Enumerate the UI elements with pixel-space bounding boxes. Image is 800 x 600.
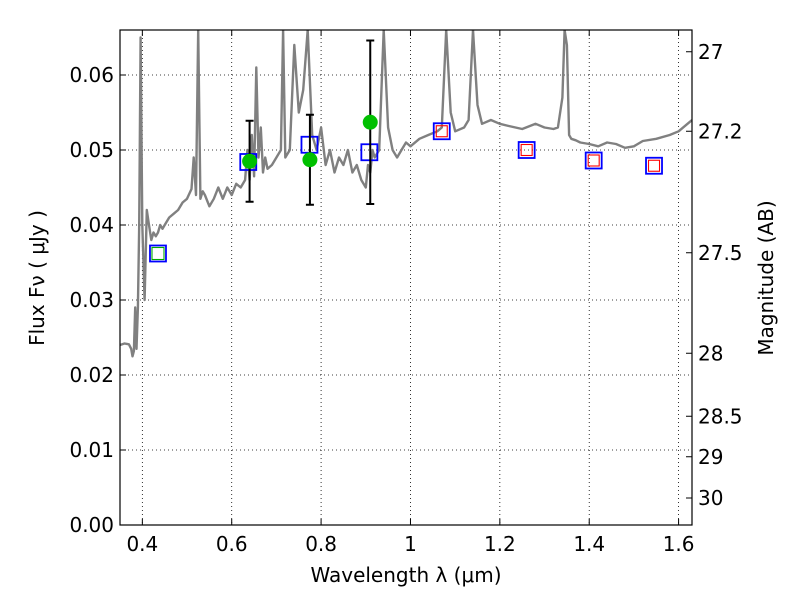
x-tick-label: 0.4 bbox=[126, 532, 158, 556]
measured-point bbox=[362, 114, 378, 130]
y-tick-label: 0.06 bbox=[69, 63, 114, 87]
squares-blue-marker bbox=[432, 122, 451, 141]
right-tick-label: 27 bbox=[698, 40, 723, 64]
y-tick-label: 0.05 bbox=[69, 138, 114, 162]
y-tick-label: 0.04 bbox=[69, 213, 114, 237]
x-tick-label: 1.4 bbox=[573, 532, 605, 556]
axis-ticks: 0.4 0.6 0.8 1 1.2 1.4 1.6 0.00 0.01 0.02 0.03 0.04 0… bbox=[69, 30, 743, 556]
y-tick-label: 0.02 bbox=[69, 363, 114, 387]
squares-red-marker bbox=[647, 159, 661, 172]
x-tick-label: 1 bbox=[404, 532, 417, 556]
y-tick-label: 0.01 bbox=[69, 438, 114, 462]
plot-background bbox=[120, 30, 692, 525]
x-axis-label: Wavelength λ (μm) bbox=[310, 563, 501, 587]
measured-point bbox=[242, 153, 258, 169]
right-tick-label: 30 bbox=[698, 486, 723, 510]
measured-point bbox=[302, 152, 318, 168]
squares-blue-marker bbox=[149, 244, 167, 263]
squares-red-marker bbox=[520, 143, 533, 157]
squares-green-marker bbox=[151, 246, 165, 261]
right-tick-label: 28 bbox=[698, 341, 723, 365]
squares-red-marker bbox=[587, 154, 600, 167]
squares-red-marker bbox=[435, 125, 448, 138]
y-tick-label: 0.03 bbox=[69, 288, 114, 312]
model-spectrum bbox=[120, 30, 692, 358]
right-tick-label: 27.2 bbox=[698, 119, 743, 143]
squares-blue-marker bbox=[645, 156, 663, 175]
y-tick-label: 0.00 bbox=[69, 513, 114, 537]
right-tick-label: 29 bbox=[698, 445, 723, 469]
y-axis-right-label: Magnitude (AB) bbox=[754, 200, 778, 355]
photometry-points bbox=[149, 39, 663, 263]
x-tick-label: 1.6 bbox=[663, 532, 695, 556]
x-tick-label: 1.2 bbox=[484, 532, 516, 556]
y-axis-label: Flux Fν ( μJy ) bbox=[25, 210, 49, 346]
squares-blue-marker bbox=[584, 151, 603, 170]
x-tick-label: 0.8 bbox=[305, 532, 337, 556]
plot-frame bbox=[119, 29, 693, 526]
right-tick-label: 27.5 bbox=[698, 241, 743, 265]
squares-blue-marker bbox=[517, 141, 536, 159]
spectrum-line bbox=[120, 30, 692, 358]
x-tick-label: 0.6 bbox=[216, 532, 248, 556]
right-tick-label: 28.5 bbox=[698, 404, 743, 428]
